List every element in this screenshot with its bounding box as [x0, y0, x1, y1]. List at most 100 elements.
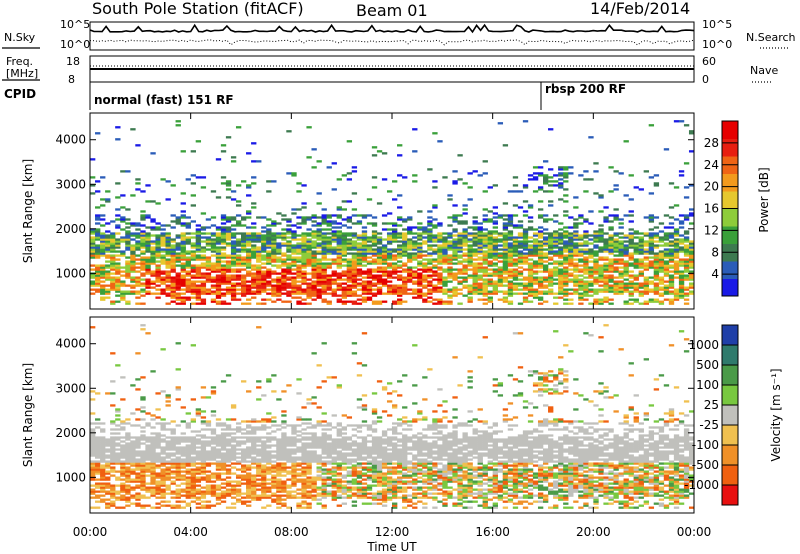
- heatmap-cell: [296, 248, 302, 251]
- heatmap-cell: [437, 232, 443, 235]
- heatmap-cell: [643, 284, 649, 287]
- heatmap-cell: [588, 280, 594, 283]
- heatmap-cell: [563, 230, 569, 233]
- heatmap-cell: [412, 128, 418, 131]
- heatmap-cell: [522, 286, 529, 289]
- heatmap-cell: [376, 302, 383, 305]
- heatmap-cell: [447, 240, 453, 243]
- heatmap-cell: [311, 256, 317, 259]
- heatmap-cell: [386, 232, 393, 235]
- heatmap-cell: [548, 258, 554, 261]
- heatmap-cell: [190, 430, 196, 433]
- heatmap-cell: [598, 258, 604, 261]
- heatmap-cell: [568, 256, 574, 259]
- heatmap-cell: [225, 290, 232, 293]
- heatmap-cell: [381, 268, 388, 271]
- heatmap-cell: [170, 284, 176, 287]
- heatmap-cell: [653, 232, 660, 235]
- heatmap-cell: [115, 462, 121, 465]
- heatmap-cell: [593, 264, 599, 267]
- heatmap-cell: [336, 260, 342, 263]
- heatmap-cell: [492, 284, 498, 287]
- heatmap-cell: [442, 278, 448, 281]
- heatmap-cell: [311, 220, 317, 223]
- heatmap-cell: [256, 278, 262, 281]
- heatmap-cell: [376, 256, 383, 259]
- heatmap-cell: [306, 244, 312, 247]
- heatmap-cell: [452, 268, 458, 271]
- nsky-tick-low: 10^0: [60, 38, 90, 51]
- heatmap-cell: [115, 138, 121, 141]
- heatmap-cell: [261, 258, 267, 261]
- heatmap-cell: [502, 276, 509, 279]
- heatmap-cell: [356, 244, 363, 247]
- heatmap-cell: [190, 494, 196, 497]
- heatmap-cell: [256, 260, 262, 263]
- heatmap-cell: [537, 278, 544, 281]
- heatmap-cell: [462, 230, 468, 233]
- heatmap-cell: [256, 236, 262, 239]
- heatmap-cell: [653, 266, 660, 269]
- heatmap-cell: [623, 302, 629, 305]
- heatmap-cell: [437, 236, 443, 239]
- heatmap-cell: [235, 426, 242, 429]
- heatmap-cell: [402, 276, 408, 279]
- heatmap-cell: [366, 256, 373, 259]
- heatmap-cell: [326, 280, 332, 283]
- heatmap-cell: [291, 276, 297, 279]
- heatmap-cell: [160, 482, 166, 485]
- heatmap-cell: [185, 456, 191, 459]
- heatmap-cell: [180, 446, 186, 449]
- heatmap-cell: [402, 254, 408, 257]
- heatmap-cell: [261, 288, 267, 291]
- heatmap-cell: [90, 450, 96, 453]
- heatmap-cell: [215, 280, 222, 283]
- heatmap-cell: [412, 226, 418, 229]
- heatmap-cell: [165, 470, 171, 473]
- heatmap-cell: [95, 252, 101, 255]
- heatmap-cell: [135, 472, 141, 475]
- heatmap-cell: [678, 248, 685, 251]
- heatmap-cell: [306, 242, 312, 245]
- heatmap-cell: [412, 254, 418, 257]
- heatmap-cell: [573, 276, 579, 279]
- heatmap-cell: [386, 276, 393, 279]
- heatmap-cell: [397, 250, 403, 253]
- heatmap-cell: [130, 254, 136, 257]
- heatmap-cell: [407, 292, 413, 295]
- heatmap-cell: [447, 232, 453, 235]
- heatmap-cell: [150, 456, 156, 459]
- heatmap-cell: [376, 268, 383, 271]
- heatmap-cell: [522, 248, 529, 251]
- heatmap-cell: [392, 288, 398, 291]
- heatmap-cell: [230, 270, 237, 273]
- heatmap-cell: [110, 440, 116, 443]
- heatmap-cell: [200, 186, 207, 189]
- heatmap-cell: [683, 216, 690, 219]
- heatmap-cell: [442, 244, 448, 247]
- heatmap-cell: [417, 252, 423, 255]
- heatmap-cell: [472, 278, 478, 281]
- heatmap-cell: [256, 462, 262, 465]
- heatmap-cell: [185, 290, 191, 293]
- heatmap-cell: [583, 266, 589, 269]
- heatmap-cell: [266, 224, 272, 227]
- heatmap-cell: [200, 440, 207, 443]
- heatmap-cell: [527, 246, 534, 249]
- heatmap-cell: [115, 264, 121, 267]
- heatmap-cell: [522, 296, 529, 299]
- heatmap-cell: [225, 244, 232, 247]
- heatmap-cell: [386, 274, 393, 277]
- heatmap-cell: [341, 292, 347, 295]
- heatmap-cell: [190, 194, 196, 197]
- heatmap-cell: [648, 238, 655, 241]
- heatmap-cell: [688, 242, 695, 245]
- heatmap-cell: [261, 480, 267, 483]
- heatmap-cell: [160, 462, 166, 465]
- heatmap-cell: [241, 236, 247, 239]
- heatmap-cell: [175, 506, 181, 509]
- heatmap-cell: [603, 238, 609, 241]
- heatmap-cell: [185, 426, 191, 429]
- heatmap-cell: [110, 260, 116, 263]
- heatmap-cell: [346, 288, 353, 291]
